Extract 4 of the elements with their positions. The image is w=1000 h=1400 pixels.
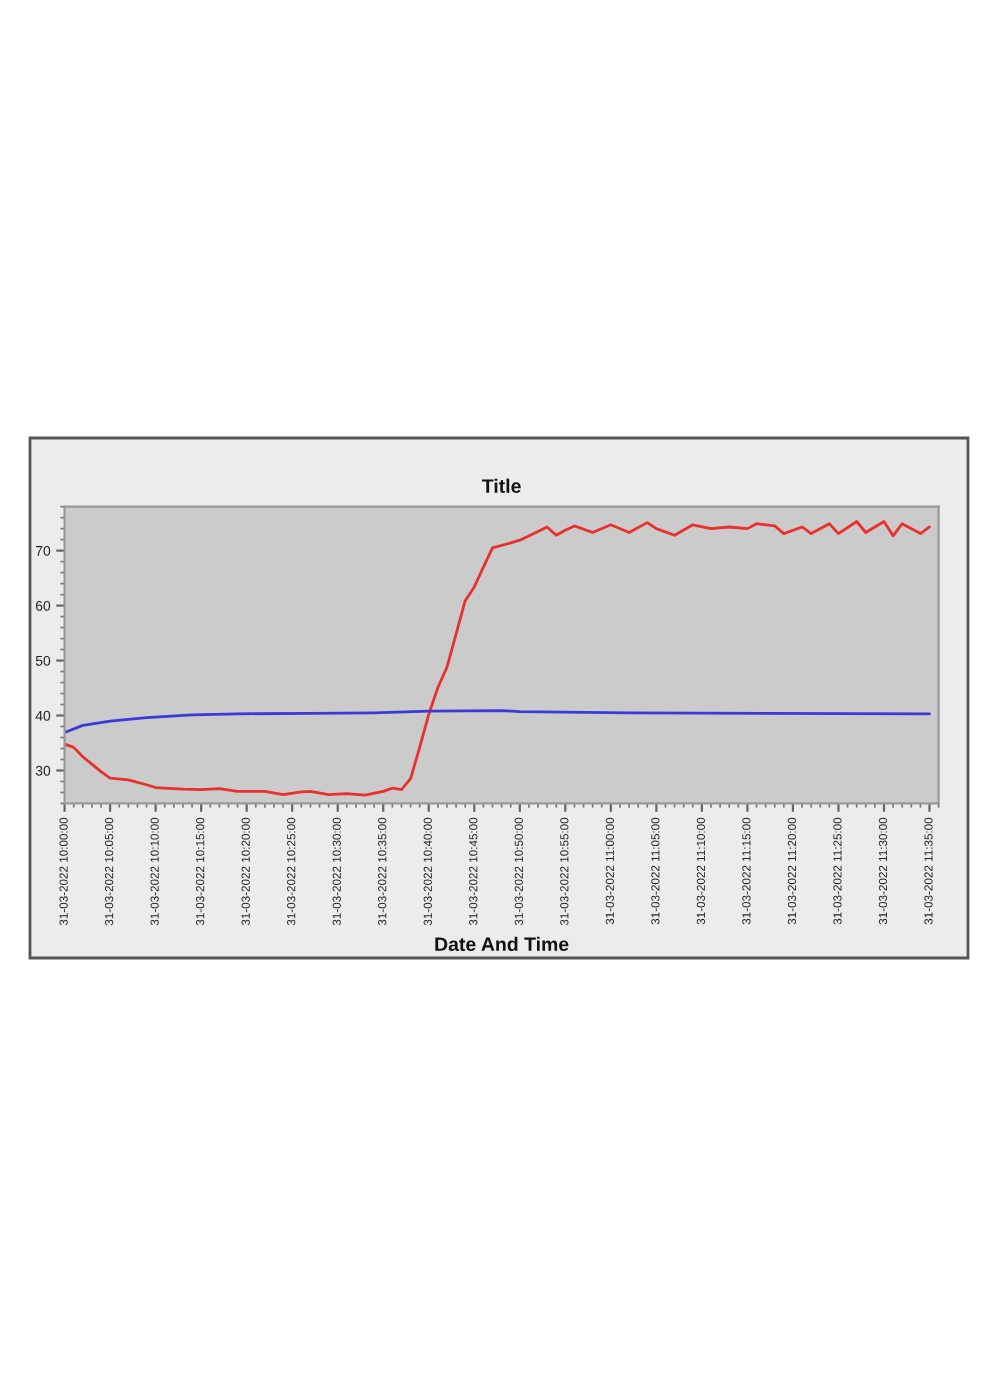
line-series (64, 520, 931, 797)
chart-title: Title (482, 478, 521, 493)
x-axis-title: Date And Time (435, 936, 569, 952)
line-series (64, 709, 931, 734)
